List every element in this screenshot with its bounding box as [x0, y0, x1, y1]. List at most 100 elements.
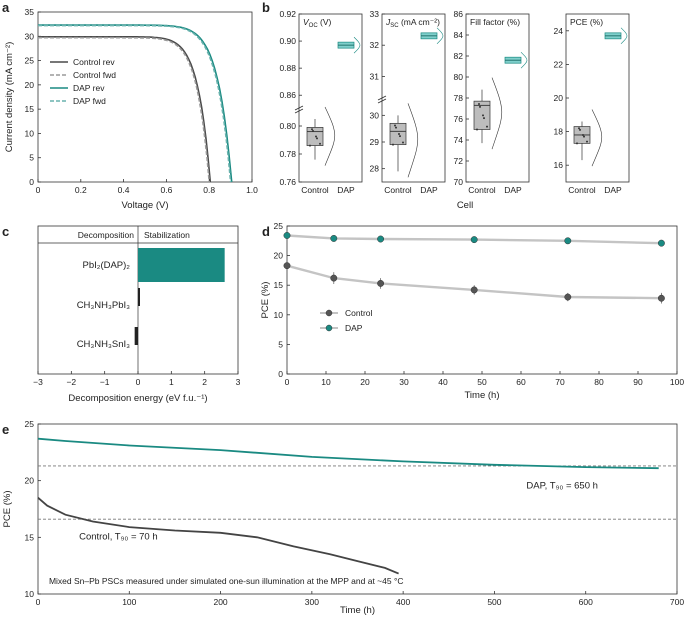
subplot-title: JSC (mA cm⁻²)	[385, 17, 440, 29]
x-tick-label: 1	[169, 377, 174, 387]
y-tick-label: 78	[454, 93, 464, 103]
bar-0	[138, 248, 225, 282]
y-tick-label: 84	[454, 30, 464, 40]
x-axis-label: Decomposition energy (eV f.u.⁻¹)	[68, 393, 207, 404]
legend-marker	[325, 324, 333, 332]
y-tick-label: 20	[554, 93, 564, 103]
control-point	[319, 142, 321, 145]
y-tick-label: 20	[274, 251, 284, 261]
x-axis-label: Voltage (V)	[122, 200, 169, 211]
x-tick-label: 0	[36, 185, 41, 195]
y-tick-label: 80	[454, 72, 464, 82]
control-point	[483, 117, 485, 120]
x-tick-label: 3	[236, 377, 241, 387]
legend-label: Control fwd	[73, 70, 116, 80]
header-decomposition: Decomposition	[78, 230, 134, 240]
data-point-control	[470, 286, 478, 294]
control-point	[312, 130, 314, 133]
x-tick-label: 0.4	[118, 185, 130, 195]
y-tick-label: 0.92	[279, 9, 296, 19]
panel-d-stability-chart: 0 10 20 30 40 50 60 70 80 90 100 0 5 10 15 20 25 Time (h)…	[260, 221, 684, 401]
x-tick-label: 200	[213, 597, 227, 607]
bar-2	[134, 327, 138, 345]
y-tick-label: 29	[370, 137, 380, 147]
y-tick-label: 86	[454, 9, 464, 19]
series-line-dap	[37, 437, 659, 470]
y-tick-label: 30	[25, 31, 35, 41]
y-tick-label: 0.80	[279, 121, 296, 131]
x-tick-label: 60	[516, 377, 526, 387]
x-tick-label: DAP	[604, 185, 622, 195]
y-axis-label: PCE (%)	[2, 491, 13, 528]
y-tick-label: 0.88	[279, 63, 296, 73]
control-density	[324, 106, 336, 166]
category-label: CH₃NH₃SnI₃	[77, 339, 130, 350]
panel-label-d: d	[262, 224, 270, 239]
dap-density	[436, 27, 444, 45]
legend-label: Control	[345, 308, 373, 318]
y-tick-label: 22	[554, 59, 564, 69]
x-axis-label: Time (h)	[464, 390, 499, 401]
x-tick-label: 0	[136, 377, 141, 387]
y-tick-label: 70	[454, 177, 464, 187]
category-label: PbI₂(DAP)₂	[83, 260, 131, 271]
x-tick-label: Control	[568, 185, 596, 195]
x-tick-label: 500	[487, 597, 501, 607]
control-point	[582, 133, 584, 136]
control-density	[491, 77, 503, 150]
x-tick-label: 10	[321, 377, 331, 387]
y-tick-label: 5	[278, 339, 283, 349]
data-point-dap	[330, 234, 338, 242]
y-tick-label: 0.76	[279, 177, 296, 187]
x-tick-label: 30	[399, 377, 409, 387]
y-tick-label: 0.86	[279, 90, 296, 100]
x-tick-label: DAP	[337, 185, 355, 195]
x-tick-label: 100	[670, 377, 684, 387]
x-tick-label: 1.0	[246, 185, 258, 195]
y-tick-label: 10	[25, 589, 35, 599]
x-tick-label: 80	[594, 377, 604, 387]
x-tick-label: Control	[384, 185, 412, 195]
y-tick-label: 25	[25, 56, 35, 66]
y-tick-label: 0.78	[279, 149, 296, 159]
plot-frame	[37, 423, 678, 595]
x-axis-label: Time (h)	[340, 605, 375, 616]
plot-frame	[37, 11, 253, 183]
x-tick-label: DAP	[420, 185, 438, 195]
x-tick-label: 0.6	[160, 185, 172, 195]
x-tick-label: −3	[33, 377, 43, 387]
y-tick-label: 30	[370, 110, 380, 120]
control-point	[579, 128, 581, 131]
y-tick-label: 74	[454, 135, 464, 145]
y-tick-label: 5	[29, 153, 34, 163]
control-point	[479, 105, 481, 108]
y-tick-label: 0	[29, 177, 34, 187]
subplot-title: Fill factor (%)	[470, 17, 520, 27]
control-point	[576, 142, 578, 145]
x-tick-label: 90	[633, 377, 643, 387]
y-tick-label: 15	[25, 104, 35, 114]
panel-label-a: a	[2, 0, 10, 15]
x-tick-label: 40	[438, 377, 448, 387]
axis-break	[294, 105, 304, 111]
subplot-title: PCE (%)	[570, 17, 603, 27]
control-density	[591, 109, 603, 167]
legend-label: DAP rev	[73, 83, 105, 93]
legend-marker	[325, 309, 333, 317]
control-point	[309, 144, 311, 147]
dap-density	[620, 27, 628, 45]
y-tick-label: 25	[25, 419, 35, 429]
data-point-dap	[470, 236, 478, 244]
y-tick-label: 32	[370, 40, 380, 50]
y-tick-label: 15	[25, 532, 35, 542]
control-point	[398, 133, 400, 135]
control-point	[583, 135, 585, 138]
subplot-title: VOC (V)	[303, 17, 332, 29]
legend-label: Control rev	[73, 57, 115, 67]
y-tick-label: 72	[454, 156, 464, 166]
series-line-control	[37, 497, 399, 575]
x-tick-label: 100	[122, 597, 136, 607]
y-tick-label: 31	[370, 71, 380, 81]
x-tick-label: 20	[360, 377, 370, 387]
